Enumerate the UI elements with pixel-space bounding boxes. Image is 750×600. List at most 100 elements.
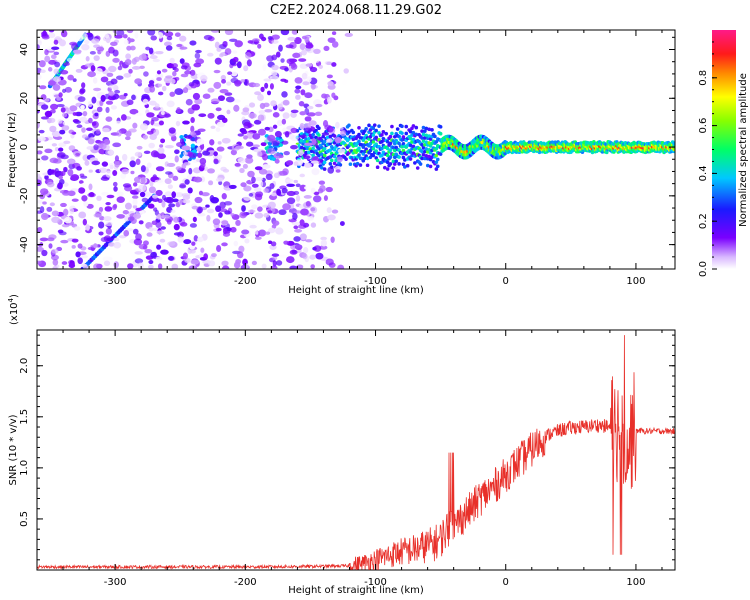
heatmap-cell bbox=[157, 263, 163, 269]
heatmap-cell bbox=[155, 256, 163, 261]
x-tick-label: -200 bbox=[234, 276, 257, 287]
heatmap-cell bbox=[88, 183, 93, 191]
heatmap-cell bbox=[210, 125, 216, 129]
heatmap-cell bbox=[258, 110, 266, 115]
heatmap-cell bbox=[134, 151, 142, 157]
heatmap-cell bbox=[165, 171, 173, 175]
heatmap-cell bbox=[193, 62, 202, 68]
heatmap-cell bbox=[126, 30, 134, 34]
heatmap-cell bbox=[290, 111, 297, 118]
heatmap-cell bbox=[109, 164, 114, 170]
heatmap-cell bbox=[108, 65, 117, 73]
heatmap-cell bbox=[315, 252, 324, 260]
heatmap-cell bbox=[388, 162, 393, 166]
heatmap-cell bbox=[251, 204, 258, 210]
heatmap-cell bbox=[405, 163, 410, 168]
heatmap-cell bbox=[290, 63, 298, 70]
heatmap-cell bbox=[88, 117, 93, 124]
heatmap-cell bbox=[59, 129, 66, 135]
heatmap-cell bbox=[388, 155, 393, 159]
heatmap-cell bbox=[132, 122, 138, 129]
heatmap-cell bbox=[156, 205, 162, 211]
heatmap-cell bbox=[127, 263, 134, 269]
heatmap-cell bbox=[424, 126, 429, 131]
heatmap-cell bbox=[338, 126, 344, 130]
heatmap-cell bbox=[110, 78, 118, 85]
x-tick-label: -100 bbox=[364, 276, 387, 287]
heatmap-cell bbox=[73, 226, 81, 231]
heatmap-cell bbox=[127, 216, 135, 222]
colorbar-axis: 0.0 0.2 0.4 0.6 0.8 bbox=[698, 41, 717, 277]
heatmap-cell bbox=[314, 128, 318, 133]
heatmap-cell bbox=[307, 150, 311, 155]
heatmap-cell bbox=[182, 87, 189, 94]
heatmap-cell bbox=[332, 154, 337, 159]
heatmap-cell bbox=[290, 127, 298, 134]
x-tick-label: -100 bbox=[364, 577, 387, 588]
heatmap-cell bbox=[290, 145, 298, 150]
heatmap-cell bbox=[305, 43, 314, 49]
heatmap-cell bbox=[110, 41, 118, 47]
heatmap-cell bbox=[243, 185, 252, 192]
heatmap-cell bbox=[76, 166, 82, 171]
heatmap-cell bbox=[254, 212, 264, 219]
heatmap-cell bbox=[200, 162, 206, 168]
heatmap-cell bbox=[380, 146, 384, 151]
heatmap-cell bbox=[388, 141, 393, 146]
heatmap-cell bbox=[292, 52, 301, 59]
heatmap-cell bbox=[382, 165, 387, 170]
heatmap-cell bbox=[181, 145, 191, 151]
heatmap-cell bbox=[232, 56, 239, 63]
heatmap-cell bbox=[423, 142, 427, 147]
heatmap-cell bbox=[313, 48, 321, 54]
heatmap-cell bbox=[69, 208, 75, 215]
heatmap-cell bbox=[230, 149, 237, 156]
heatmap-cell bbox=[161, 200, 166, 208]
heatmap-cell bbox=[105, 202, 111, 206]
heatmap-cell bbox=[233, 240, 239, 247]
heatmap-cell bbox=[271, 64, 279, 71]
heatmap-cell bbox=[38, 129, 45, 134]
heatmap-cell bbox=[154, 50, 164, 55]
heatmap-cell bbox=[133, 213, 142, 219]
heatmap-cell bbox=[303, 155, 311, 160]
heatmap-cell bbox=[53, 39, 59, 45]
heatmap-cell bbox=[106, 72, 114, 77]
heatmap-cell bbox=[282, 203, 291, 211]
heatmap-cell bbox=[236, 61, 242, 69]
heatmap-cell bbox=[380, 153, 384, 158]
heatmap-cell bbox=[153, 128, 160, 136]
heatmap-cell bbox=[168, 203, 176, 208]
heatmap-cell bbox=[89, 50, 96, 55]
heatmap-cell bbox=[121, 168, 129, 175]
heatmap-cell bbox=[347, 130, 351, 134]
heatmap-cell bbox=[221, 260, 229, 267]
heatmap-cell bbox=[357, 132, 361, 137]
heatmap-cell bbox=[131, 195, 139, 199]
colorbar-label: Normalized spectral amplitude bbox=[738, 73, 749, 227]
heatmap-cell bbox=[303, 195, 312, 199]
heatmap-cell bbox=[270, 265, 278, 269]
heatmap-cell bbox=[322, 153, 327, 158]
heatmap-cell bbox=[193, 176, 203, 183]
heatmap-cell bbox=[214, 41, 220, 49]
heatmap-cell bbox=[149, 134, 157, 141]
spectrogram-y-label: Frequency (Hz) bbox=[7, 112, 18, 188]
heatmap-cell bbox=[213, 154, 219, 160]
heatmap-cell bbox=[176, 43, 183, 48]
heatmap-cell bbox=[113, 203, 118, 209]
heatmap-cell bbox=[247, 170, 255, 178]
heatmap-cell bbox=[166, 35, 173, 41]
heatmap-cell bbox=[375, 158, 380, 163]
heatmap-cell bbox=[166, 218, 172, 225]
heatmap-cell bbox=[215, 107, 222, 112]
heatmap-cell bbox=[304, 185, 312, 190]
heatmap-cell bbox=[146, 112, 155, 118]
heatmap-cell bbox=[380, 139, 384, 144]
heatmap-cell bbox=[59, 70, 69, 75]
heatmap-cell bbox=[404, 124, 409, 129]
heatmap-cell bbox=[291, 221, 300, 226]
colorbar: 0.0 0.2 0.4 0.6 0.8 Normalized spectral ampl… bbox=[698, 30, 749, 277]
heatmap-cell bbox=[303, 247, 309, 254]
heatmap-cell bbox=[105, 227, 112, 235]
